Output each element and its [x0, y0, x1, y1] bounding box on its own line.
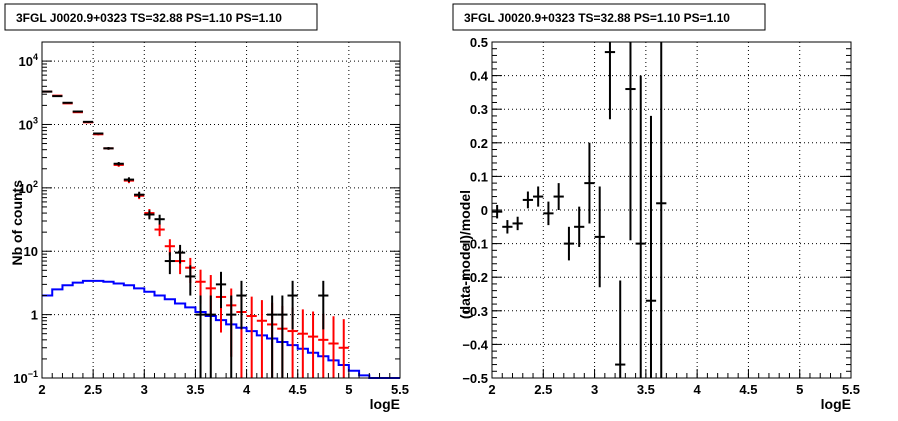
counts-x-title: logE — [370, 396, 400, 412]
residual-y-tick-label: 0.2 — [470, 136, 488, 151]
residual-y-tick-label: −0.1 — [462, 237, 488, 252]
counts-x-tick-label: 4 — [243, 382, 251, 397]
residual-x-tick-label: 2 — [488, 382, 495, 397]
residual-series — [492, 42, 667, 378]
counts-x-tick-label: 5.5 — [391, 382, 409, 397]
counts-series — [42, 90, 400, 379]
residual-y-tick-label: 0.4 — [470, 69, 489, 84]
residual-x-tick-label: 5 — [796, 382, 803, 397]
counts-x-tick-label: 3.5 — [186, 382, 204, 397]
residual-y-tick-label: 0.3 — [470, 102, 488, 117]
counts-y-tick-label: 10−1 — [13, 369, 38, 386]
residual-y-tick-label: 0.5 — [470, 35, 488, 50]
residual-x-tick-label: 4 — [694, 382, 702, 397]
residual-y-tick-label: −0.2 — [462, 270, 488, 285]
residual-ticks: 2 2.5 3 3.5 4 4.5 5 5.5 −0.5 −0.4 −0.3 −0.2 −0.1 0 0.1… — [462, 35, 860, 397]
residual-y-title: (data-model)/model — [457, 190, 473, 319]
residual-x-tick-label: 3 — [591, 382, 598, 397]
counts-x-tick-label: 5 — [345, 382, 352, 397]
residual-y-tick-label: 0 — [481, 203, 488, 218]
residual-title: 3FGL J0020.9+0323 TS=32.88 PS=1.10 PS=1.… — [464, 11, 730, 25]
residual-frame — [491, 41, 852, 379]
counts-x-tick-label: 3 — [141, 382, 148, 397]
residual-x-tick-label: 4.5 — [739, 382, 757, 397]
residual-x-title: logE — [821, 396, 851, 412]
counts-x-tick-label: 4.5 — [289, 382, 307, 397]
counts-y-tick-label: 1 — [31, 308, 38, 323]
counts-grid — [42, 42, 400, 379]
residual-x-tick-label: 5.5 — [842, 382, 860, 397]
counts-title: 3FGL J0020.9+0323 TS=32.88 PS=1.10 PS=1.… — [16, 11, 282, 25]
residual-x-tick-label: 2.5 — [534, 382, 552, 397]
residual-y-tick-label: 0.1 — [470, 169, 488, 184]
residual-title-box — [452, 3, 766, 31]
counts-y-tick-label: 104 — [19, 52, 38, 69]
residual-panel: 3FGL J0020.9+0323 TS=32.88 PS=1.10 PS=1.… — [452, 3, 860, 412]
counts-y-tick-label: 103 — [19, 115, 38, 132]
residual-grid — [492, 42, 851, 378]
counts-x-tick-label: 2.5 — [84, 382, 102, 397]
counts-panel: 3FGL J0020.9+0323 TS=32.88 PS=1.10 PS=1.… — [4, 3, 409, 412]
counts-x-tick-label: 2 — [38, 382, 45, 397]
residual-y-tick-label: −0.5 — [462, 371, 488, 386]
residual-y-tick-label: −0.4 — [462, 337, 488, 352]
residual-y-tick-label: −0.3 — [462, 304, 488, 319]
counts-frame — [41, 41, 401, 379]
model-step-line — [42, 279, 400, 379]
counts-y-tick-label: 10 — [24, 244, 38, 259]
counts-title-box — [4, 3, 318, 31]
counts-y-title: Nb of counts — [9, 180, 25, 266]
residual-x-tick-label: 3.5 — [637, 382, 655, 397]
